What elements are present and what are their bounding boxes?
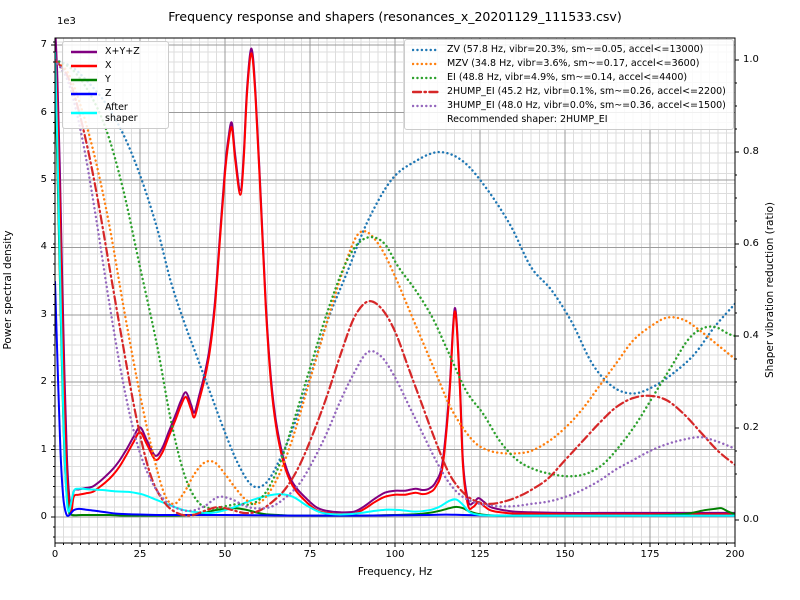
y-left-tick-label-2: 2 [40, 376, 47, 388]
legend-sample-line [412, 62, 440, 65]
legend-item-label: MZV (34.8 Hz, vibr=3.6%, sm~=0.17, accel… [447, 58, 700, 69]
legend-item-ei: EI (48.8 Hz, vibr=4.9%, sm~=0.14, accel<… [412, 72, 726, 83]
legend-sample-line [71, 50, 97, 53]
y-axis-label-right: Shaper vibration reduction (ratio) [764, 201, 776, 379]
legend-item-label: 3HUMP_EI (48.0 Hz, vibr=0.0%, sm~=0.36, … [447, 100, 726, 111]
series-2hump-ei [55, 59, 735, 517]
legend-item-label: ZV (57.8 Hz, vibr=20.3%, sm~=0.05, accel… [447, 44, 704, 55]
x-tick-label-50: 50 [218, 549, 232, 560]
y-right-tick-label-0.8: 0.8 [743, 146, 759, 158]
legend-sample-line [412, 48, 440, 51]
legend-psd: X+Y+Z X Y Z After shaper [62, 41, 169, 129]
legend-sample-line [71, 111, 97, 115]
x-tick-label-100: 100 [385, 549, 405, 560]
x-tick-label-175: 175 [640, 549, 660, 560]
y-right-tick-label-0.6: 0.6 [743, 238, 759, 250]
legend-shapers: ZV (57.8 Hz, vibr=20.3%, sm~=0.05, accel… [404, 39, 734, 130]
y-left-tick-label-0: 0 [40, 510, 47, 522]
series-group [55, 38, 735, 517]
y-left-tick-label-4: 4 [40, 241, 47, 253]
series-3hump-ei [55, 58, 735, 513]
legend-item-x: X [70, 60, 161, 71]
legend-item-x+y+z: X+Y+Z [70, 46, 161, 57]
y-right-tick-label-0.2: 0.2 [743, 422, 759, 434]
legend-recommended-shaper: Recommended shaper: 2HUMP_EI [447, 114, 608, 125]
legend-item-2hump-ei: 2HUMP_EI (45.2 Hz, vibr=0.1%, sm~=0.26, … [412, 86, 726, 97]
legend-item-label: EI (48.8 Hz, vibr=4.9%, sm~=0.14, accel<… [447, 72, 688, 83]
y-left-tick-label-5: 5 [40, 174, 47, 185]
series-ei [55, 58, 735, 510]
legend-item-3hump-ei: 3HUMP_EI (48.0 Hz, vibr=0.0%, sm~=0.36, … [412, 100, 726, 111]
x-axis-label: Frequency, Hz [357, 566, 433, 578]
legend-item-label: X [105, 60, 112, 71]
axes-spines [51, 37, 739, 547]
legend-sample-line [71, 78, 97, 81]
x-tick-label-75: 75 [303, 549, 317, 560]
legend-item-label: After shaper [105, 102, 138, 124]
series-z [55, 281, 735, 517]
legend-sample-line [71, 64, 97, 67]
legend-item-zv: ZV (57.8 Hz, vibr=20.3%, sm~=0.05, accel… [412, 44, 726, 55]
chart-title: Frequency response and shapers (resonanc… [168, 9, 622, 24]
series-after-shaper [55, 51, 735, 517]
x-tick-label-150: 150 [555, 549, 575, 560]
x-tick-label-25: 25 [133, 549, 147, 560]
y-axis-offset-text: 1e3 [57, 16, 76, 27]
y-left-tick-label-1: 1 [40, 443, 47, 455]
legend-item-mzv: MZV (34.8 Hz, vibr=3.6%, sm~=0.17, accel… [412, 58, 726, 69]
x-tick-label-0: 0 [51, 549, 59, 560]
legend-item-label: Z [105, 88, 112, 99]
legend-sample-line [412, 90, 440, 93]
y-left-tick-label-6: 6 [40, 106, 47, 118]
legend-sample-line [412, 104, 440, 107]
y-right-tick-label-1.0: 1.0 [743, 54, 759, 66]
legend-sample-line [412, 76, 440, 79]
y-left-tick-label-7: 7 [40, 39, 47, 51]
legend-item-z: Z [70, 88, 161, 99]
y-axis-label-left: Power spectral density [2, 230, 14, 350]
y-left-tick-label-3: 3 [40, 308, 47, 320]
legend-item-label: Y [105, 74, 111, 85]
legend-item-after: After shaper [70, 102, 161, 124]
legend-item-y: Y [70, 74, 161, 85]
legend-item-label: 2HUMP_EI (45.2 Hz, vibr=0.1%, sm~=0.26, … [447, 86, 726, 97]
legend-item-label: X+Y+Z [105, 46, 140, 57]
series-zv [55, 58, 735, 489]
y-right-tick-label-0.4: 0.4 [743, 330, 759, 342]
legend-sample-line [71, 92, 97, 95]
y-right-tick-label-0.0: 0.0 [743, 514, 759, 525]
x-tick-label-125: 125 [470, 549, 490, 560]
x-tick-label-200: 200 [725, 549, 745, 560]
series-x [55, 51, 735, 516]
